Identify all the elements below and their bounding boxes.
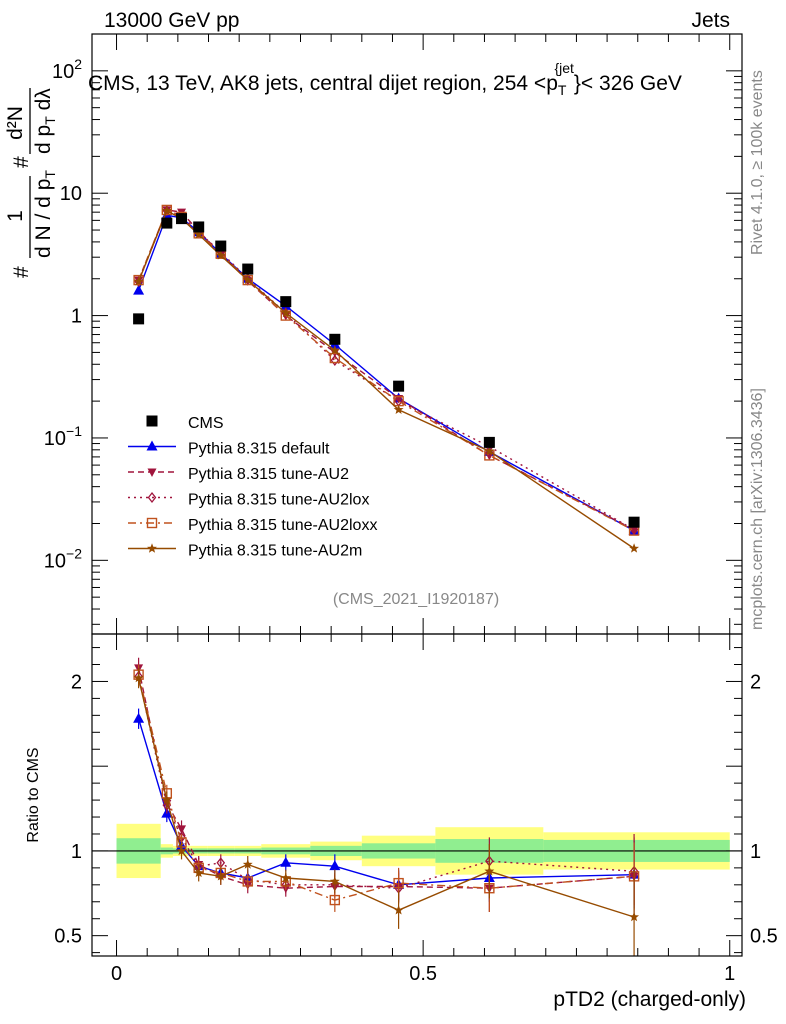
cms-data-point — [483, 436, 495, 448]
main-ytick-label: 10 — [60, 183, 82, 205]
cms-data-point — [242, 263, 254, 275]
cms-data-point — [628, 516, 640, 528]
ratio-point-au2m — [215, 871, 226, 881]
ratio-point-default — [280, 856, 292, 867]
main-ytick-label: 102 — [52, 56, 82, 83]
ratio-point-au2m — [193, 867, 204, 878]
cms-data-point — [161, 217, 173, 229]
ratio-frame — [91, 633, 743, 957]
legend-label-default: Pythia 8.315 default — [188, 441, 330, 458]
main-ytick-label: 1 — [71, 306, 82, 328]
point-au2lox — [629, 524, 639, 536]
legend-label-au2lox: Pythia 8.315 tune-AU2lox — [188, 492, 369, 509]
cms-data-point — [193, 221, 205, 233]
point-au2lox — [330, 354, 340, 366]
header-right: Jets — [691, 9, 730, 32]
ylabel-hash-2: # — [10, 156, 33, 168]
point-au2m — [133, 276, 144, 286]
ratio-ytick-label: 2 — [71, 671, 82, 693]
ratio-point-au2m — [484, 866, 495, 876]
ratio-point-au2loxx — [329, 894, 341, 906]
ratio-point-au2m — [393, 905, 404, 915]
ratio-point-default — [329, 860, 341, 871]
ratio-point-au2m — [133, 672, 144, 683]
ylabel-frac1-den: d N / d pT — [32, 170, 58, 258]
ratio-point-au2m — [176, 845, 187, 856]
main-ytick-label: 10−2 — [44, 545, 82, 572]
ratio-panel — [92, 657, 742, 956]
point-au2loxx — [329, 352, 341, 364]
x-tick-label: 0.5 — [409, 963, 437, 985]
legend: CMS Pythia 8.315 default Pythia 8.315 tune… — [128, 415, 377, 560]
cms-data-point — [176, 213, 188, 225]
point-au2m — [280, 307, 291, 318]
cms-data-point — [329, 333, 341, 345]
point-au2m — [193, 229, 204, 239]
legend-marker-au2 — [147, 468, 157, 477]
ratio-point-au2loxx — [393, 877, 404, 889]
ratio-point-au2m — [242, 859, 253, 869]
main-panel — [133, 204, 640, 553]
analysis-watermark: (CMS_2021_I1920187) — [333, 591, 499, 608]
ylabel-frac2-num: d²N — [4, 106, 27, 140]
point-au2m — [329, 345, 340, 355]
cms-data-point — [280, 296, 292, 308]
series-line-default — [137, 214, 635, 532]
x-axis-label: pTD2 (charged-only) — [553, 988, 746, 1011]
cms-data-point — [215, 240, 227, 252]
header-left: 13000 GeV pp — [104, 9, 239, 32]
cms-data-point — [133, 313, 145, 325]
ratio-ytick-label-right: 0.5 — [750, 926, 778, 948]
ratio-point-au2m — [161, 794, 172, 805]
cms-data-point — [393, 380, 405, 392]
ylabel-frac1-num: 1 — [4, 210, 27, 222]
ratio-ytick-label: 0.5 — [54, 926, 82, 948]
point-au2m — [242, 274, 253, 285]
plot-title: CMS, 13 TeV, AK8 jets, central dijet reg… — [88, 60, 682, 98]
legend-label-cms: CMS — [188, 415, 224, 432]
ratio-point-au2m — [280, 872, 291, 883]
ylabel-hash-1: # — [10, 266, 33, 278]
ratio-point-au2m — [629, 911, 640, 922]
main-ylabel: # 1 d N / d pT # d²N d pT dλ — [4, 88, 58, 278]
legend-marker-au2lox — [147, 491, 157, 504]
ratio-point-default — [133, 712, 145, 723]
main-ytick-label: 10−1 — [44, 423, 82, 450]
legend-label-au2m: Pythia 8.315 tune-AU2m — [188, 543, 362, 560]
point-au2m — [629, 543, 640, 553]
legend-marker-cms — [146, 415, 158, 427]
point-au2m — [393, 404, 404, 414]
mcplots-label: mcplots.cern.ch [arXiv:1306.3436] — [749, 388, 766, 630]
ratio-point-au2m — [329, 876, 340, 886]
point-au2m — [215, 250, 226, 260]
legend-marker-default — [146, 440, 158, 451]
ratio-ytick-label-right: 2 — [750, 671, 761, 693]
point-default — [133, 284, 145, 295]
ratio-ylabel: Ratio to CMS — [25, 747, 42, 842]
x-tick-label: 1 — [724, 963, 735, 985]
legend-label-au2loxx: Pythia 8.315 tune-AU2loxx — [188, 517, 377, 534]
x-tick-label: 0 — [111, 963, 122, 985]
legend-label-au2: Pythia 8.315 tune-AU2 — [188, 466, 349, 483]
point-au2m — [161, 205, 172, 215]
legend-marker-au2m — [147, 543, 157, 553]
ratio-point-au2loxx — [242, 876, 253, 887]
series-line-au2 — [137, 209, 635, 531]
rivet-label: Rivet 4.1.0, ≥ 100k events — [749, 70, 766, 255]
point-au2loxx — [161, 204, 173, 216]
ratio-ytick-label-right: 1 — [750, 841, 761, 863]
point-au2m — [484, 445, 495, 456]
legend-marker-au2loxx — [146, 517, 158, 529]
ylabel-frac2-den: d pT dλ — [32, 88, 58, 154]
ratio-ytick-label: 1 — [71, 841, 82, 863]
